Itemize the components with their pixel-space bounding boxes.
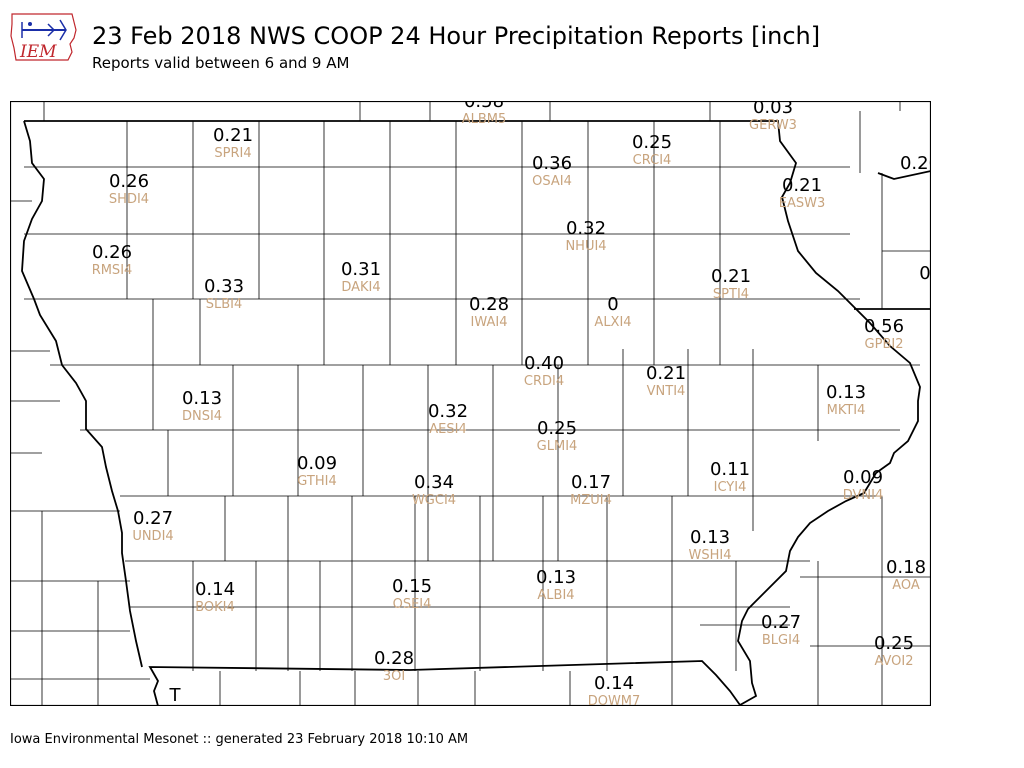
station-value: 0.27 — [761, 612, 801, 633]
station-value: 0.11 — [710, 459, 750, 480]
station-id: MZUI4 — [570, 493, 612, 508]
map-frame — [10, 101, 931, 706]
station-id: 3OI — [383, 669, 405, 684]
station-value: 0.21 — [213, 125, 253, 146]
station-value: 0.28 — [374, 648, 414, 669]
station-value: 0.56 — [864, 316, 904, 337]
station-value: 0.09 — [297, 453, 337, 474]
station-value: 0.25 — [632, 132, 672, 153]
station-value: 0.31 — [341, 259, 381, 280]
station-value: 0.28 — [469, 294, 509, 315]
station-id: ALBM5 — [462, 112, 507, 127]
precip-map: 0.58 ALBM5 0.03 GERW3 0.21 SPRI4 0.25 CRCI4 0.36… — [10, 101, 931, 706]
station-value: 0.27 — [133, 508, 173, 529]
station-id: SLBI4 — [206, 297, 243, 312]
station-id: DNSI4 — [182, 409, 222, 424]
station-id: CRDI4 — [524, 374, 564, 389]
station-id: DOWM7 — [588, 694, 641, 706]
station-id: DVNI4 — [843, 488, 884, 503]
page-title: 23 Feb 2018 NWS COOP 24 Hour Precipitati… — [92, 22, 821, 50]
station-id: WGCI4 — [412, 493, 456, 508]
station-id: UNDI4 — [132, 529, 173, 544]
station-value: 0.03 — [753, 101, 793, 118]
station-value: 0.26 — [92, 242, 132, 263]
station-id: OSAI4 — [532, 174, 572, 189]
station-value: T — [169, 685, 182, 706]
station-id: ICYI4 — [714, 480, 747, 495]
station-id: SPTI4 — [713, 287, 749, 302]
page-subtitle: Reports valid between 6 and 9 AM — [92, 54, 350, 72]
station-value: 0.13 — [826, 382, 866, 403]
station-id: GERW3 — [749, 118, 797, 133]
station-value: 0.14 — [195, 579, 235, 600]
iem-logo: IEM — [8, 8, 80, 64]
station-value: 0.14 — [594, 673, 634, 694]
station-value: 0.26 — [109, 171, 149, 192]
station-value: 0.13 — [536, 567, 576, 588]
station-value: 0.21 — [711, 266, 751, 287]
station-value: 0 — [919, 263, 930, 284]
station-id: AVOI2 — [874, 654, 913, 669]
station-id: BOKI4 — [195, 600, 235, 615]
state-boundary — [21, 120, 931, 706]
logo-text: IEM — [19, 42, 57, 62]
station-id: RMSI4 — [92, 263, 133, 278]
station-value: 0.09 — [843, 467, 883, 488]
station-value: 0.21 — [646, 363, 686, 384]
station-id: MKTI4 — [827, 403, 866, 418]
station-value: 0.32 — [428, 401, 468, 422]
station-id: OSEI4 — [393, 597, 432, 612]
station-id: SHDI4 — [109, 192, 149, 207]
station-id: IWAI4 — [471, 315, 508, 330]
station-id: VNTI4 — [647, 384, 686, 399]
station-value: 0.17 — [571, 472, 611, 493]
station-id: WSHI4 — [689, 548, 732, 563]
station-id: ALBI4 — [537, 588, 574, 603]
station-value: 0.33 — [204, 276, 244, 297]
footer-text: Iowa Environmental Mesonet :: generated … — [10, 732, 469, 747]
station-value: 0.20 — [900, 153, 931, 174]
station-id: AOA — [892, 578, 920, 593]
station-id: GTHI4 — [297, 474, 336, 489]
station-value: 0.34 — [414, 472, 454, 493]
station-value: 0.25 — [874, 633, 914, 654]
station-value: 0.21 — [782, 175, 822, 196]
station-value: 0.32 — [566, 218, 606, 239]
station-value: 0.25 — [537, 418, 577, 439]
station-value: 0 — [607, 294, 618, 315]
station-value: 0.40 — [524, 353, 564, 374]
station-value: 0.18 — [886, 557, 926, 578]
station-id: SPRI4 — [214, 146, 251, 161]
county-boundaries — [10, 101, 931, 706]
station-value: 0.13 — [182, 388, 222, 409]
station-id: GPBI2 — [865, 337, 904, 352]
station-id: DAKI4 — [341, 280, 380, 295]
station-id: ALXI4 — [594, 315, 631, 330]
station-id: EASW3 — [779, 196, 825, 211]
station-id: NHUI4 — [565, 239, 606, 254]
station-value: 0.36 — [532, 153, 572, 174]
station-id: AESI4 — [429, 422, 466, 437]
station-id: GLMI4 — [537, 439, 578, 454]
station-value: 0.13 — [690, 527, 730, 548]
station-plots: 0.58ALBM50.03GERW30.21SPRI40.25CRCI40.36… — [92, 101, 931, 706]
station-id: CRCI4 — [633, 153, 672, 168]
station-id: BLGI4 — [762, 633, 800, 648]
station-value: 0.58 — [464, 101, 504, 112]
station-value: 0.15 — [392, 576, 432, 597]
